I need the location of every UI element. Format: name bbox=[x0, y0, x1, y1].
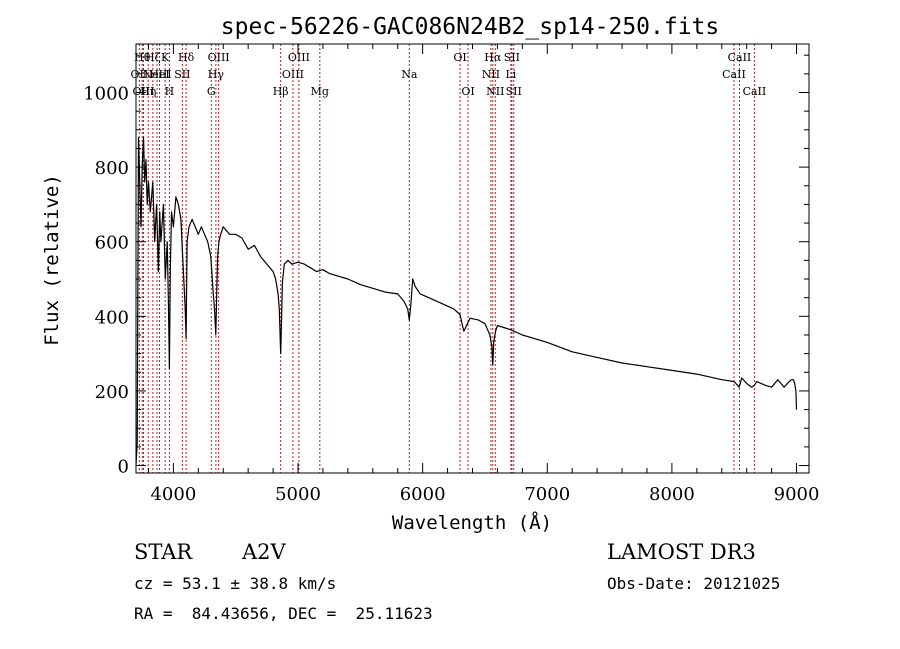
y-tick-label-1000: 1000 bbox=[83, 83, 129, 104]
coordinates: RA = 84.43656, DEC = 25.11623 bbox=[134, 604, 433, 623]
line-label-24: Li bbox=[505, 68, 516, 81]
line-label-11: G bbox=[207, 85, 216, 98]
y-tick-label-200: 200 bbox=[95, 382, 129, 403]
y-tick-label-600: 600 bbox=[95, 233, 129, 254]
x-tick-label-5000: 5000 bbox=[275, 484, 321, 505]
line-label-10: Hδ bbox=[178, 51, 195, 64]
line-label-28: CaII bbox=[728, 51, 752, 64]
line-label-26: SII bbox=[506, 85, 522, 98]
x-tick-label-4000: 4000 bbox=[150, 484, 196, 505]
line-label-14: Hβ bbox=[273, 85, 289, 98]
line-label-29: CaII bbox=[743, 85, 767, 98]
y-axis: 0 200 400 600 800 1000 bbox=[83, 54, 809, 478]
x-tick-label-7000: 7000 bbox=[524, 484, 570, 505]
line-label-8: H bbox=[165, 85, 175, 98]
spectral-line-labels: OIIHθOIIIHηHζNeIIIHeIKHSIIHδGHγOIIIHβOII… bbox=[131, 51, 767, 98]
line-label-22: Hα bbox=[484, 51, 502, 64]
line-label-0: OII bbox=[131, 68, 149, 81]
y-axis-label: Flux (relative) bbox=[41, 174, 63, 346]
line-label-17: Mg bbox=[311, 85, 329, 98]
line-label-16: OIII bbox=[288, 51, 310, 64]
y-tick-label-800: 800 bbox=[95, 158, 129, 179]
redshift-cz: cz = 53.1 ± 38.8 km/s bbox=[134, 574, 337, 593]
line-label-5: NeIII bbox=[142, 68, 171, 81]
y-tick-label-400: 400 bbox=[95, 307, 129, 328]
line-label-18: Na bbox=[401, 68, 418, 81]
line-label-23: NII bbox=[486, 85, 504, 98]
line-label-9: SII bbox=[174, 68, 190, 81]
x-axis: 4000 5000 6000 7000 8000 9000 bbox=[147, 44, 820, 505]
y-tick-label-0: 0 bbox=[118, 457, 129, 478]
line-label-19: OI bbox=[453, 51, 466, 64]
line-label-4: Hζ bbox=[145, 51, 161, 64]
line-label-1: Hθ bbox=[134, 51, 151, 64]
line-label-15: OIII bbox=[282, 68, 304, 81]
object-class: STAR bbox=[134, 540, 193, 564]
object-subclass: A2V bbox=[242, 540, 286, 564]
x-tick-label-9000: 9000 bbox=[774, 484, 820, 505]
spectrum-line bbox=[135, 136, 798, 466]
line-label-12: Hγ bbox=[208, 68, 225, 81]
line-label-20: OI bbox=[461, 85, 474, 98]
x-tick-label-8000: 8000 bbox=[649, 484, 695, 505]
line-label-6: HeI bbox=[149, 68, 169, 81]
plot-frame bbox=[135, 43, 810, 474]
line-label-25: SII bbox=[504, 51, 520, 64]
line-label-21: NII bbox=[482, 68, 500, 81]
line-label-13: OIII bbox=[208, 51, 230, 64]
line-label-7: K bbox=[161, 51, 170, 64]
line-label-3: Hη bbox=[140, 85, 156, 98]
spectral-line-markers bbox=[138, 44, 755, 473]
observation-date: Obs-Date: 20121025 bbox=[607, 574, 781, 593]
survey-name: LAMOST DR3 bbox=[607, 540, 756, 564]
x-axis-label: Wavelength (Å) bbox=[392, 511, 552, 534]
line-label-2: OIII bbox=[132, 85, 154, 98]
chart-title: spec-56226-GAC086N24B2_sp14-250.fits bbox=[221, 14, 720, 40]
line-label-27: CaII bbox=[722, 68, 746, 81]
x-tick-label-6000: 6000 bbox=[400, 484, 446, 505]
